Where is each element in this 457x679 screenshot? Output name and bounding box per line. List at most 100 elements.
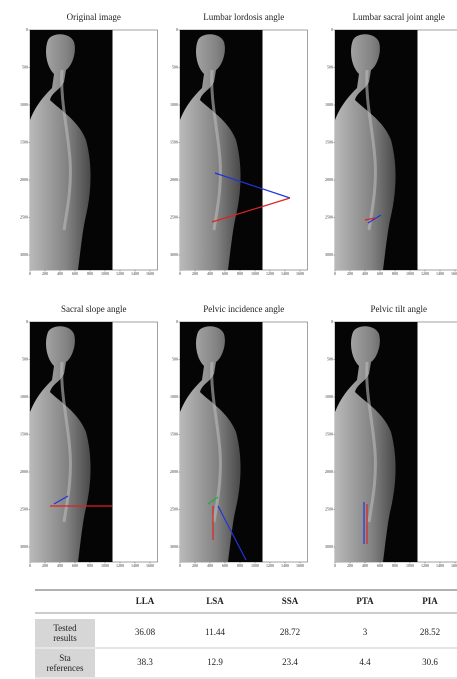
panel-title: Original image — [67, 12, 121, 22]
row-label: Tested results — [35, 619, 95, 647]
x-tick-label: 1400 — [281, 271, 289, 276]
x-tick-label: 1400 — [436, 563, 444, 568]
panel-title: Pelvic tilt angle — [371, 304, 428, 314]
x-tick-label: 0 — [334, 271, 336, 276]
y-tick-label: 3000 — [170, 252, 178, 257]
x-tick-label: 1400 — [281, 563, 289, 568]
x-tick-label: 200 — [42, 271, 48, 276]
y-tick-label: 1500 — [170, 139, 178, 144]
x-tick-label: 600 — [222, 271, 228, 276]
y-tick-label: 500 — [172, 356, 178, 361]
x-tick-label: 400 — [207, 271, 213, 276]
x-tick-label: 600 — [222, 563, 228, 568]
x-tick-label: 1400 — [436, 271, 444, 276]
x-tick-label: 1000 — [406, 271, 414, 276]
x-tick-label: 400 — [207, 563, 213, 568]
x-tick-label: 1200 — [421, 563, 429, 568]
y-tick-label: 2500 — [170, 214, 178, 219]
x-tick-label: 600 — [377, 563, 383, 568]
row-label-text: Tested results — [35, 619, 95, 647]
y-tick-label: 1000 — [170, 394, 178, 399]
row-label: Sta references — [35, 649, 95, 677]
y-tick-label: 3000 — [325, 252, 333, 257]
x-tick-label: 1200 — [266, 563, 274, 568]
x-tick-label: 1000 — [101, 563, 109, 568]
y-tick-label: 500 — [172, 64, 178, 69]
x-tick-label: 1400 — [131, 563, 139, 568]
table-cell: 11.44 — [205, 627, 225, 637]
y-tick-label: 1500 — [20, 139, 28, 144]
y-tick-label: 0 — [331, 319, 333, 324]
x-tick-label: 400 — [57, 271, 63, 276]
panel: Pelvic tilt angle02004006008001000120014… — [325, 304, 457, 568]
x-tick-label: 1200 — [116, 271, 124, 276]
y-tick-label: 0 — [26, 27, 28, 32]
x-tick-label: 1600 — [146, 271, 154, 276]
column-header: PIA — [422, 596, 438, 606]
y-tick-label: 0 — [26, 319, 28, 324]
column-header: LSA — [206, 596, 224, 606]
x-tick-label: 800 — [237, 563, 243, 568]
x-tick-label: 1600 — [296, 563, 304, 568]
x-tick-label: 200 — [192, 271, 198, 276]
y-tick-label: 2000 — [170, 469, 178, 474]
x-tick-label: 1200 — [266, 271, 274, 276]
y-tick-label: 1500 — [325, 139, 333, 144]
y-tick-label: 0 — [176, 319, 178, 324]
x-tick-label: 800 — [392, 271, 398, 276]
x-tick-label: 200 — [347, 563, 353, 568]
table-cell: 28.72 — [280, 627, 300, 637]
x-tick-label: 1600 — [451, 271, 457, 276]
x-tick-label: 1600 — [146, 563, 154, 568]
x-tick-label: 0 — [29, 563, 31, 568]
x-tick-label: 800 — [87, 563, 93, 568]
table-cell: 23.4 — [282, 657, 298, 667]
x-tick-label: 0 — [334, 563, 336, 568]
x-tick-label: 1000 — [406, 563, 414, 568]
page: Original image 0 200 400 600 800 1000 1200 1400 1… — [0, 0, 457, 679]
y-tick-label: 0 — [331, 27, 333, 32]
x-tick-label: 1400 — [131, 271, 139, 276]
y-tick-label: 1000 — [170, 102, 178, 107]
x-tick-label: 1600 — [296, 271, 304, 276]
x-tick-label: 800 — [237, 271, 243, 276]
column-header: SSA — [282, 596, 299, 606]
x-tick-label: 1000 — [101, 271, 109, 276]
x-tick-label: 400 — [362, 271, 368, 276]
y-tick-label: 500 — [22, 356, 28, 361]
y-tick-label: 3000 — [20, 544, 28, 549]
x-tick-label: 1000 — [251, 563, 259, 568]
column-header: LLA — [136, 596, 155, 606]
y-tick-label: 2500 — [20, 214, 28, 219]
column-header: PTA — [356, 596, 374, 606]
y-tick-label: 1500 — [325, 431, 333, 436]
row-label-text: Sta references — [35, 649, 95, 677]
x-tick-label: 1200 — [116, 563, 124, 568]
x-tick-label: 400 — [362, 563, 368, 568]
y-tick-label: 2000 — [170, 177, 178, 182]
x-tick-label: 400 — [57, 563, 63, 568]
x-tick-label: 0 — [179, 271, 181, 276]
table-cell: 30.6 — [422, 657, 438, 667]
results-table: LLALSASSAPTAPIATested results36.0811.442… — [35, 590, 457, 678]
x-tick-label: 0 — [179, 563, 181, 568]
x-tick-label: 600 — [72, 563, 78, 568]
figure: Original image 0 200 400 600 800 1000 1200 1400 1… — [0, 0, 457, 679]
y-tick-label: 1000 — [20, 102, 28, 107]
x-tick-label: 0 — [29, 271, 31, 276]
x-tick-label: 600 — [377, 271, 383, 276]
y-tick-label: 500 — [22, 64, 28, 69]
y-tick-label: 500 — [327, 356, 333, 361]
table-cell: 3 — [363, 627, 368, 637]
panel-title: Pelvic incidence angle — [203, 304, 284, 314]
y-tick-label: 0 — [176, 27, 178, 32]
table-cell: 28.52 — [420, 627, 440, 637]
y-tick-label: 2500 — [325, 506, 333, 511]
y-tick-label: 2000 — [20, 177, 28, 182]
y-tick-label: 1500 — [20, 431, 28, 436]
panel-title: Lumbar sacral joint angle — [353, 12, 445, 22]
y-tick-label: 3000 — [170, 544, 178, 549]
x-tick-label: 200 — [347, 271, 353, 276]
x-tick-label: 200 — [42, 563, 48, 568]
